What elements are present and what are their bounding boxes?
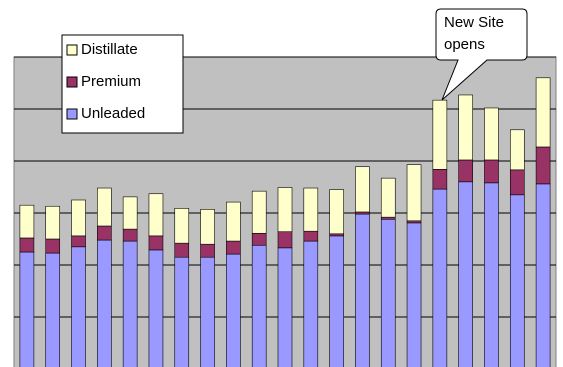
bar-segment [484, 107, 499, 161]
bar-segment [535, 183, 551, 367]
legend-swatch [66, 108, 78, 120]
bar-segment [226, 201, 241, 242]
bar-segment [277, 187, 293, 233]
bar-segment [200, 243, 215, 258]
bar-segment [484, 182, 499, 367]
legend-label: Premium [81, 73, 141, 90]
bar-segment [303, 240, 319, 367]
bar-segment [122, 196, 138, 230]
bar-segment [19, 204, 35, 239]
bar-segment [148, 249, 164, 367]
bar-segment [303, 230, 319, 242]
bar-segment [355, 166, 370, 213]
bar-segment [535, 146, 551, 185]
legend-swatch [66, 76, 78, 88]
bar-segment [380, 177, 396, 218]
bar-segment [277, 231, 293, 249]
bar-segment [380, 218, 396, 367]
bar-segment [355, 211, 370, 215]
bar-segment [19, 251, 35, 367]
bar-segment [406, 164, 422, 222]
bar-segment [174, 256, 190, 367]
bar-segment [45, 252, 61, 367]
legend-swatch [66, 44, 78, 56]
bar-segment [303, 187, 319, 232]
bar-segment [406, 220, 422, 224]
bar-segment [535, 77, 551, 148]
bar-segment [174, 208, 190, 244]
bar-segment [97, 239, 112, 367]
bar-segment [458, 159, 473, 183]
bar-segment [226, 240, 241, 255]
bar-segment [432, 169, 448, 190]
legend-label: Unleaded [81, 105, 145, 122]
legend-label: Distillate [81, 41, 138, 58]
bar-segment [200, 209, 215, 245]
bar-segment [45, 238, 61, 254]
bar-segment [251, 190, 267, 234]
bar-segment [122, 240, 138, 367]
bar-segment [329, 189, 344, 235]
bar-segment [148, 235, 164, 251]
bar-segment [251, 232, 267, 246]
annotation: New Site [444, 14, 504, 31]
bar-segment [251, 244, 267, 367]
bar-segment [19, 237, 35, 253]
bar-segment [355, 213, 370, 367]
bar-segment [277, 247, 293, 367]
bar-segment [458, 181, 473, 367]
bar-segment [432, 188, 448, 367]
bar-segment [406, 222, 422, 367]
bar-segment [200, 256, 215, 367]
bar-segment [509, 169, 525, 196]
bar-segment [226, 253, 241, 367]
bar-segment [97, 225, 112, 241]
bar-segment [484, 159, 499, 184]
callout [435, 8, 528, 101]
bar-segment [380, 216, 396, 220]
annotation: opens [444, 36, 485, 53]
bar-segment [71, 246, 86, 367]
bar-segment [432, 99, 448, 170]
bar-segment [45, 205, 61, 240]
bar-segment [148, 193, 164, 237]
bar-segment [509, 194, 525, 367]
bar-segment [97, 187, 112, 227]
bar-segment [329, 233, 344, 237]
bar-segment [458, 94, 473, 161]
bar-segment [71, 235, 86, 248]
bar-segment [509, 129, 525, 171]
bar-segment [71, 199, 86, 237]
bar-segment [174, 242, 190, 258]
bar-segment [122, 228, 138, 242]
legend-box [61, 34, 184, 134]
bar-segment [329, 235, 344, 367]
